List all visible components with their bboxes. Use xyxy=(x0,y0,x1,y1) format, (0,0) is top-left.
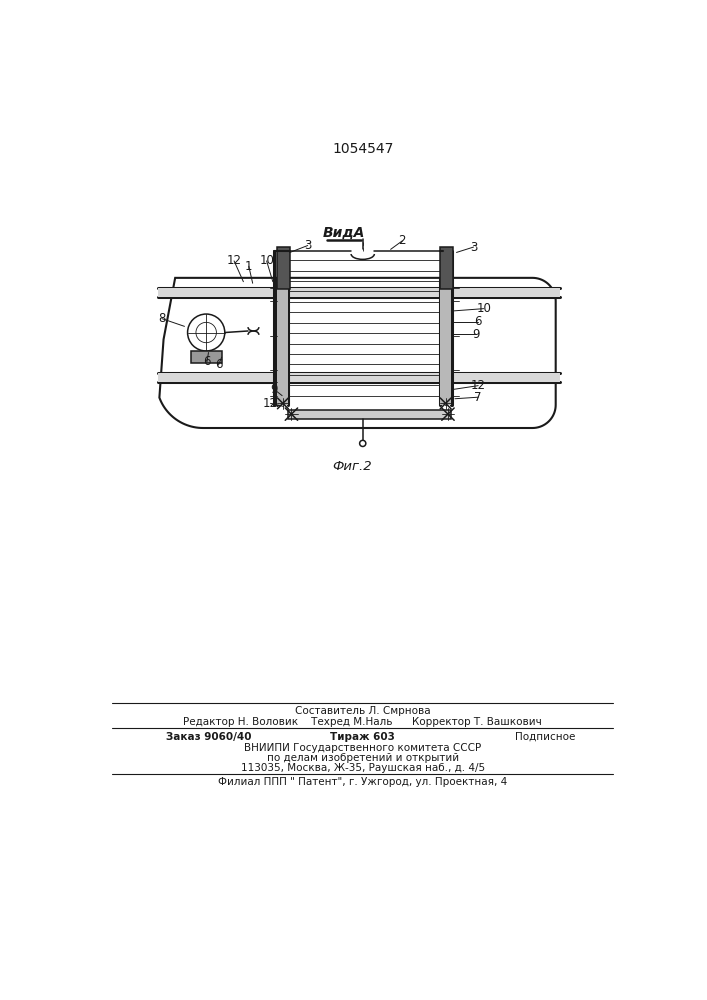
Text: 8: 8 xyxy=(158,312,165,325)
Bar xyxy=(277,247,290,289)
Text: 6: 6 xyxy=(203,355,211,368)
Text: Фиг.2: Фиг.2 xyxy=(332,460,372,473)
Text: 12: 12 xyxy=(471,379,486,392)
Text: 10: 10 xyxy=(477,302,491,315)
Text: 12: 12 xyxy=(263,397,278,410)
Bar xyxy=(440,247,452,289)
Text: Редактор Н. Воловик    Техред М.Наль      Корректор Т. Вашкович: Редактор Н. Воловик Техред М.Наль Коррек… xyxy=(183,717,542,727)
Bar xyxy=(277,278,288,405)
Text: Составитель Л. Смрнова: Составитель Л. Смрнова xyxy=(295,706,431,716)
Text: Филиал ППП " Патент", г. Ужгород, ул. Проектная, 4: Филиал ППП " Патент", г. Ужгород, ул. Пр… xyxy=(218,777,508,787)
Text: по делам изобретений и открытий: по делам изобретений и открытий xyxy=(267,753,459,763)
Bar xyxy=(288,410,451,419)
Text: 6: 6 xyxy=(474,315,482,328)
Text: ВидА: ВидА xyxy=(323,225,366,239)
Text: 9: 9 xyxy=(271,383,278,396)
Bar xyxy=(277,247,290,289)
Bar xyxy=(288,410,451,419)
Text: Заказ 9060/40: Заказ 9060/40 xyxy=(166,732,252,742)
Text: 113035, Москва, Ж-35, Раушская наб., д. 4/5: 113035, Москва, Ж-35, Раушская наб., д. … xyxy=(240,763,485,773)
Text: 3: 3 xyxy=(470,241,477,254)
Bar xyxy=(158,288,559,297)
Text: 3: 3 xyxy=(304,239,311,252)
Text: 12: 12 xyxy=(226,254,242,267)
Bar xyxy=(191,351,222,363)
Text: Подписное: Подписное xyxy=(515,732,575,742)
Text: 10: 10 xyxy=(259,254,274,267)
Text: 7: 7 xyxy=(474,391,482,404)
Text: 9: 9 xyxy=(472,328,479,341)
Text: ВНИИПИ Государственного комитета СССР: ВНИИПИ Государственного комитета СССР xyxy=(244,743,481,753)
Text: 1: 1 xyxy=(245,260,252,273)
Text: 6: 6 xyxy=(215,358,222,371)
Bar xyxy=(440,278,451,405)
Bar xyxy=(440,247,452,289)
Text: 2: 2 xyxy=(399,234,406,247)
Text: 1054547: 1054547 xyxy=(332,142,393,156)
Text: Тираж 603: Тираж 603 xyxy=(330,732,395,742)
Bar xyxy=(158,373,559,382)
